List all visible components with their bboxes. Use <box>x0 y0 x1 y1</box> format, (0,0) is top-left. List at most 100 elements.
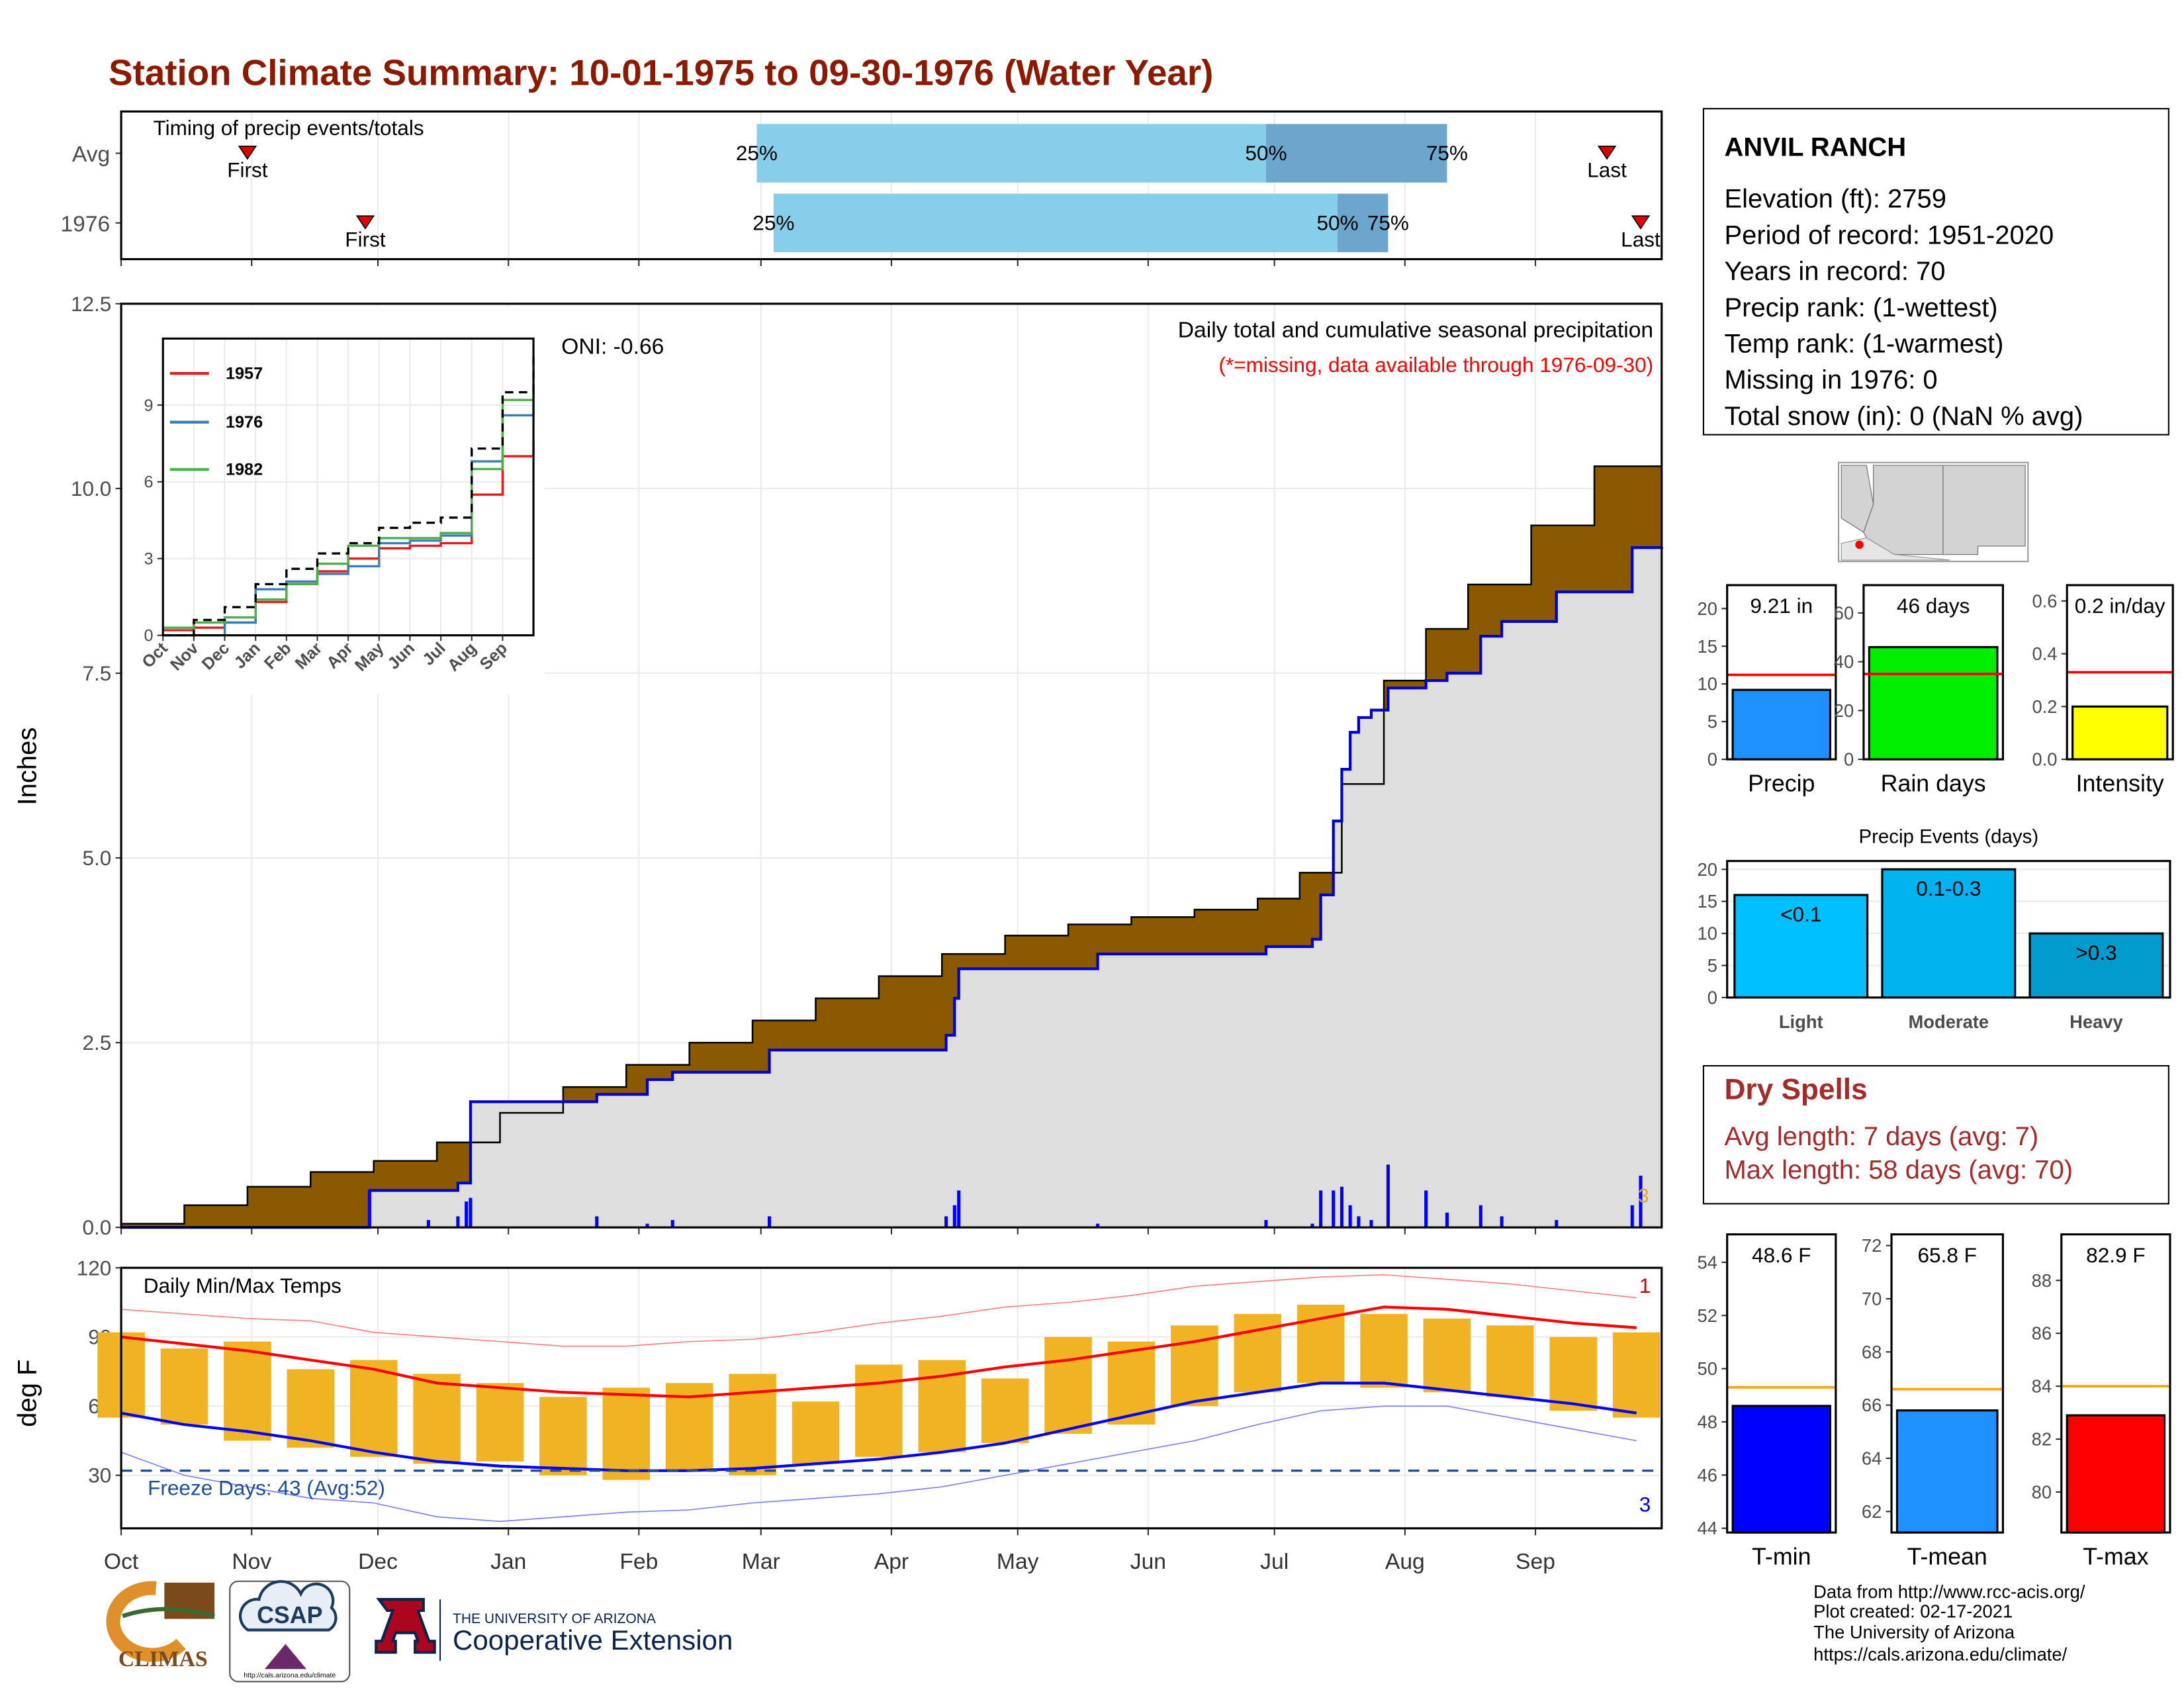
x-tick-label: Mar <box>742 1550 780 1574</box>
daily-bar <box>595 1216 599 1228</box>
timing-marker <box>1631 215 1651 230</box>
y-tick-label: 72 <box>1862 1235 1882 1256</box>
temp-bar <box>160 1348 208 1425</box>
daily-bar <box>1639 1176 1643 1228</box>
station-line: Period of record: 1951-2020 <box>1724 220 2054 250</box>
y-tick-label: 12.5 <box>71 292 111 316</box>
y-tick-label: 20 <box>1834 700 1854 721</box>
value-label-bg <box>1893 1235 2002 1275</box>
dry-spells-line: Avg length: 7 days (avg: 7) <box>1724 1122 2038 1151</box>
y-tick-label: 20 <box>1698 598 1717 619</box>
bar <box>1731 688 1832 761</box>
csap-text: CSAP <box>257 1602 322 1628</box>
plot-frame <box>1726 1233 1837 1534</box>
quantile-bar <box>1265 124 1447 183</box>
quantile-bar <box>1338 193 1388 252</box>
temp-bar <box>1549 1336 1597 1411</box>
y-tick-label: 15 <box>1698 891 1717 912</box>
dry-spells-box <box>1702 1064 2169 1205</box>
temp-line <box>120 1382 1637 1472</box>
daily-bar <box>465 1201 469 1228</box>
x-tick-label: May <box>997 1550 1039 1574</box>
bar <box>1881 868 2017 999</box>
temp-bar <box>476 1383 524 1462</box>
value-label-bg <box>2062 1235 2169 1275</box>
oni-label: ONI: -0.66 <box>561 335 664 359</box>
station-line: Temp rank: (1-warmest) <box>1724 330 2003 359</box>
temp-bar <box>981 1378 1029 1443</box>
dry-spells-title: Dry Spells <box>1724 1074 1867 1106</box>
footer-line: https://cals.arizona.edu/climate/ <box>1813 1644 2067 1665</box>
y-axis-label: deg F <box>13 1360 42 1427</box>
timing-marker <box>355 215 375 230</box>
temp-line <box>120 1405 1637 1523</box>
ua-text: THE UNIVERSITY OF ARIZONA <box>453 1611 656 1626</box>
y-tick-label: 46 <box>1698 1465 1717 1485</box>
daily-bar <box>1445 1212 1449 1228</box>
y-tick-label: 3 <box>144 550 153 569</box>
cumulative-line <box>121 422 1663 1225</box>
ua-a <box>375 1598 436 1654</box>
daily-bar <box>944 1216 948 1228</box>
daily-bar <box>1386 1164 1390 1228</box>
plot-frame <box>1890 1233 2004 1534</box>
logo-arc <box>106 1581 186 1662</box>
daily-bar <box>1340 1186 1343 1228</box>
value-label: 82.9 F <box>2086 1243 2145 1267</box>
bar <box>1868 645 1999 761</box>
timing-rows: 25% 50% 75% First Last 25% 50% 75% First Last <box>227 124 1661 252</box>
daily-bar <box>1630 1205 1634 1228</box>
row-label: 1976 <box>60 212 110 236</box>
quantile-label: 50% <box>1245 141 1287 165</box>
climas-logo: CLIMAS <box>106 1581 215 1671</box>
series-line <box>163 356 535 637</box>
bar <box>1895 1409 1999 1534</box>
y-tick-label: 6 <box>144 473 153 492</box>
y-tick-label: 5.0 <box>83 846 112 870</box>
footer-line: Plot created: 02-17-2021 <box>1813 1601 2013 1621</box>
y-tick-label: 5 <box>1707 955 1717 976</box>
plot-frame <box>120 110 1663 261</box>
temp-bar <box>1486 1325 1534 1397</box>
daily-bar <box>645 1223 649 1228</box>
temp-line <box>121 1274 1637 1347</box>
series-line <box>163 400 535 637</box>
plot-frame <box>161 337 535 637</box>
y-tick-label: 0.2 <box>2032 696 2057 717</box>
daily-bar <box>1332 1190 1336 1228</box>
bin-label: <0.1 <box>1780 902 1821 926</box>
daily-bar <box>1348 1205 1352 1228</box>
y-tick-label: 0.4 <box>2032 643 2057 664</box>
quantile-bar <box>756 124 1266 183</box>
climas-text: CLIMAS <box>118 1647 208 1671</box>
y-tick-label: 68 <box>1862 1342 1882 1362</box>
daily-bar <box>1319 1190 1323 1228</box>
y-tick-label: 48 <box>1698 1412 1717 1432</box>
chart-note: (*=missing, data available through 1976-… <box>1218 353 1653 377</box>
x-tick-label: Dec <box>358 1550 398 1574</box>
value-label: 65.8 F <box>1918 1243 1977 1267</box>
y-tick-label: 52 <box>1698 1305 1717 1326</box>
quantile-label: 75% <box>1367 211 1409 234</box>
quantile-bar <box>773 193 1338 252</box>
y-tick-label: 120 <box>77 1256 112 1280</box>
timing-marker <box>238 146 257 160</box>
temp-bar <box>413 1374 461 1464</box>
plot-frame <box>2060 1233 2171 1534</box>
quantile-label: 25% <box>736 141 778 165</box>
y-tick-label: 50 <box>1698 1358 1717 1379</box>
station-dot <box>1855 540 1864 549</box>
temp-line <box>120 1305 1637 1399</box>
temp-bar <box>349 1360 398 1457</box>
y-tick-label: 82 <box>2032 1429 2052 1450</box>
x-tick-label: Jul <box>1260 1550 1289 1574</box>
bin-label: >0.3 <box>2075 941 2116 964</box>
y-tick-label: 10 <box>1698 674 1717 694</box>
quantile-label: 25% <box>752 211 794 234</box>
value-label-bg <box>2068 586 2172 626</box>
station-line: Total snow (in): 0 (NaN % avg) <box>1724 402 2083 431</box>
daily-bar <box>426 1220 430 1228</box>
bar <box>1731 1405 1832 1534</box>
ua-logo: THE UNIVERSITY OF ARIZONA Cooperative Ex… <box>375 1598 733 1661</box>
